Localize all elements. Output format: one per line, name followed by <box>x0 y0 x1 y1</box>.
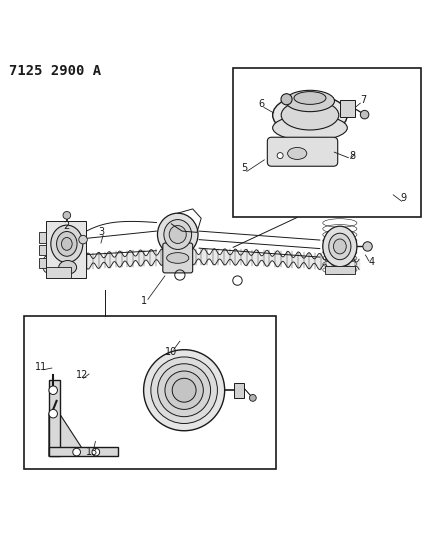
Ellipse shape <box>323 226 357 266</box>
Ellipse shape <box>281 100 339 130</box>
Ellipse shape <box>294 92 326 104</box>
Bar <box>39 258 46 268</box>
Bar <box>39 232 46 243</box>
FancyBboxPatch shape <box>49 447 118 456</box>
Bar <box>235 383 244 398</box>
Bar <box>46 268 71 278</box>
Circle shape <box>165 371 203 409</box>
Circle shape <box>151 357 217 424</box>
Circle shape <box>49 409 57 418</box>
Text: 5: 5 <box>241 164 248 173</box>
Ellipse shape <box>51 225 83 263</box>
Ellipse shape <box>166 253 189 263</box>
Text: 7125 2900 A: 7125 2900 A <box>9 64 101 78</box>
Polygon shape <box>49 414 87 456</box>
Ellipse shape <box>158 213 198 256</box>
Text: 12: 12 <box>76 370 88 380</box>
Circle shape <box>360 110 369 119</box>
FancyBboxPatch shape <box>49 379 59 456</box>
Circle shape <box>79 236 87 244</box>
Ellipse shape <box>273 115 347 141</box>
Bar <box>325 265 355 274</box>
Bar <box>233 68 421 217</box>
Circle shape <box>172 378 196 402</box>
Ellipse shape <box>285 90 335 111</box>
Ellipse shape <box>273 95 347 135</box>
Circle shape <box>281 94 292 105</box>
Circle shape <box>92 448 100 456</box>
Circle shape <box>277 152 283 158</box>
FancyBboxPatch shape <box>163 243 193 273</box>
Ellipse shape <box>56 231 77 256</box>
Text: 11: 11 <box>35 362 48 372</box>
Text: 7: 7 <box>360 95 366 105</box>
Circle shape <box>49 386 57 394</box>
Circle shape <box>144 350 225 431</box>
Bar <box>46 221 86 278</box>
Text: 9: 9 <box>401 193 407 203</box>
FancyBboxPatch shape <box>268 137 338 166</box>
Bar <box>39 245 46 255</box>
Ellipse shape <box>329 233 351 260</box>
Text: 13: 13 <box>86 447 98 457</box>
Ellipse shape <box>59 261 77 274</box>
Text: 8: 8 <box>350 151 356 160</box>
Text: 4: 4 <box>369 257 375 267</box>
Text: 6: 6 <box>259 99 265 109</box>
Text: 1: 1 <box>140 296 147 305</box>
Ellipse shape <box>333 239 346 254</box>
Ellipse shape <box>164 220 192 249</box>
Circle shape <box>158 364 211 417</box>
Ellipse shape <box>169 225 186 244</box>
Text: 2: 2 <box>64 221 70 231</box>
Circle shape <box>363 242 372 251</box>
Ellipse shape <box>288 148 307 159</box>
Ellipse shape <box>62 238 72 251</box>
Bar <box>340 100 355 117</box>
Circle shape <box>63 212 71 219</box>
Text: 3: 3 <box>98 228 104 237</box>
Circle shape <box>250 394 256 401</box>
Circle shape <box>73 448 80 456</box>
Bar <box>24 316 276 469</box>
Text: 10: 10 <box>165 347 178 357</box>
